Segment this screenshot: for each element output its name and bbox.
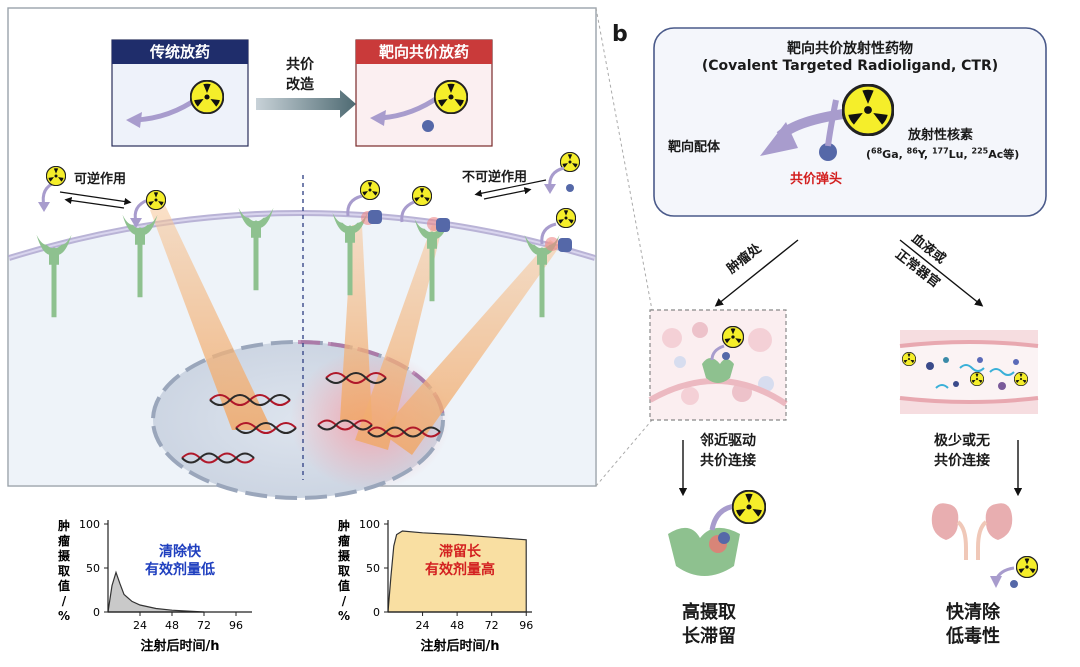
- y-tick-label: 100: [79, 518, 100, 531]
- covalent-mod-line1: 共价: [286, 57, 314, 73]
- bound-ligand-left: [130, 190, 166, 228]
- series-area: [107, 570, 205, 613]
- x-tick-label: 72: [197, 619, 211, 632]
- x-tick-label: 96: [519, 619, 533, 632]
- beam: [340, 225, 372, 420]
- reversible-arrows: [59, 191, 132, 209]
- chart-annotation: 有效剂量高: [425, 561, 495, 578]
- nuclide-ga: Ga,: [882, 148, 907, 161]
- covalent-mod-line2: 改造: [286, 77, 314, 93]
- x-axis-label: 注射后时间/h: [420, 638, 499, 654]
- free-ligand-left: [38, 166, 66, 212]
- kidney-icon: [931, 503, 1038, 588]
- chart-annotation: 滞留长: [439, 543, 482, 560]
- result-right-line1: 快清除: [946, 602, 1000, 623]
- little-line1: 极少或无: [934, 433, 990, 449]
- x-tick-label: 48: [450, 619, 464, 632]
- ctr-subtitle: (Covalent Targeted Radioligand, CTR): [701, 58, 999, 74]
- nuclide-y-mass: 86: [906, 146, 918, 156]
- ctr-title: 靶向共价放射性药物: [787, 41, 913, 57]
- beam: [355, 225, 442, 450]
- traditional-label: 传统放药: [149, 43, 210, 61]
- x-tick-label: 96: [229, 619, 243, 632]
- x-tick-label: 24: [416, 619, 430, 632]
- panel-b-letter: b: [612, 22, 628, 47]
- nuclide-open: (: [866, 148, 872, 161]
- x-tick-label: 24: [133, 619, 147, 632]
- y-axis-label: 肿瘤摄取值/%: [338, 518, 351, 623]
- bound-ligand-right: [346, 180, 576, 252]
- y-axis-label: 肿瘤摄取值/%: [58, 518, 71, 623]
- x-tick-label: 72: [485, 619, 499, 632]
- beam: [380, 240, 560, 455]
- irreversible-label: 不可逆作用: [462, 170, 528, 185]
- dna-helix: [181, 372, 441, 464]
- y-tick-label: 100: [359, 518, 380, 531]
- series-area: [387, 530, 527, 613]
- modification-arrow: [256, 90, 356, 118]
- warhead-label: 共价弹头: [790, 172, 843, 187]
- targeted-label: 靶向共价放药: [378, 43, 469, 61]
- nuclide-ac: Ac等): [988, 148, 1020, 161]
- nuclide-lu: Lu,: [948, 148, 972, 161]
- nuclide-lu-mass: 177: [931, 146, 949, 156]
- nuclide-label: 放射性核素: [908, 128, 974, 143]
- proximity-line2: 共价连接: [700, 453, 756, 469]
- result-right-line2: 低毒性: [946, 626, 1000, 647]
- nuclide-ga-mass: 68: [871, 146, 883, 156]
- x-axis-label: 注射后时间/h: [140, 638, 219, 654]
- y-tick-label: 50: [86, 562, 100, 575]
- reversible-label: 可逆作用: [74, 172, 127, 187]
- bound-receptor-result: [668, 490, 766, 576]
- vessel-image: [899, 330, 1039, 414]
- chart-annotation: 清除快: [159, 543, 202, 560]
- chart-annotation: 有效剂量低: [145, 561, 215, 578]
- nuclide-y: Y,: [917, 148, 932, 161]
- beam: [150, 205, 272, 430]
- little-line2: 共价连接: [934, 453, 990, 469]
- y-tick-label: 0: [373, 606, 380, 619]
- nuclide-ac-mass: 225: [971, 146, 989, 156]
- y-tick-label: 0: [93, 606, 100, 619]
- irreversible-arrows: [474, 179, 547, 200]
- y-tick-label: 50: [366, 562, 380, 575]
- nuclide-list: (68Ga, 86Y, 177Lu, 225Ac等): [866, 146, 1019, 162]
- result-left-line2: 长滞留: [682, 626, 736, 647]
- x-tick-label: 48: [165, 619, 179, 632]
- free-ligand-right: [544, 152, 580, 194]
- proximity-line1: 邻近驱动: [700, 433, 756, 449]
- result-left-line1: 高摄取: [682, 602, 736, 623]
- ligand-label: 靶向配体: [668, 140, 721, 155]
